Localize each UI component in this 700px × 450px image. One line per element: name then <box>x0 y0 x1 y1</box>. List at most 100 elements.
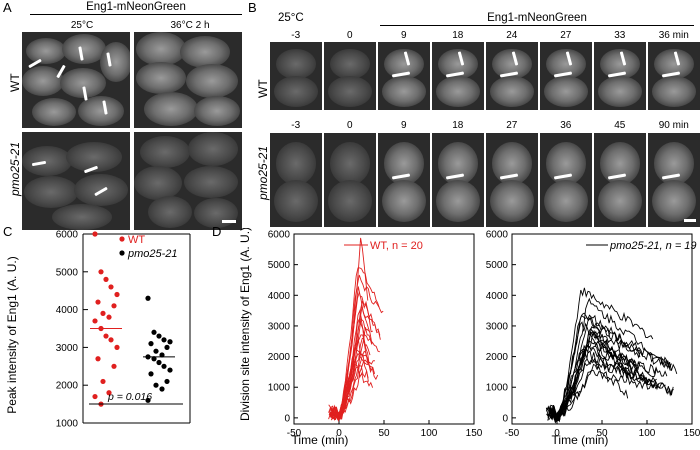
panel-b-mut-time-3: 18 <box>452 120 464 131</box>
panel-d-right-xlabel: Time (min) <box>552 433 609 447</box>
panel-b-title: Eng1-mNeonGreen <box>380 12 694 26</box>
panel-c-mut-point <box>151 329 157 335</box>
panel-d-right-xtick-label: -50 <box>505 428 520 439</box>
panel-d-right-trace <box>548 369 659 423</box>
panel-c-chart: Peak intensity of Eng1 (A. U.) 1000 2000 3… <box>5 230 191 430</box>
panel-a-title: Eng1-mNeonGreen <box>30 1 242 15</box>
panel-b-wt-frame-2 <box>378 42 430 110</box>
panel-d-left-ytick-label: 5000 <box>268 260 291 271</box>
panel-b-mut-frame-1 <box>324 133 376 227</box>
panel-b-mut-frame-5 <box>540 133 592 227</box>
panel-c-wt-point <box>100 378 106 385</box>
panel-d-right-trace <box>548 287 654 420</box>
scale-bar-b <box>684 219 696 222</box>
panel-c-mut-point <box>156 333 162 339</box>
panel-c-ytick-label: 3000 <box>56 343 79 354</box>
panel-c-wt-point <box>114 291 120 298</box>
panel-c-wt-point <box>103 276 109 282</box>
panel-c-wt-point <box>95 299 101 305</box>
panel-d-left-xtick-label: 0 <box>336 428 342 439</box>
panel-d-left-trace <box>330 286 381 423</box>
panel-c-mut-point <box>159 352 165 358</box>
panel-d-ylabel: Division site intensity of Eng1 (A. U.) <box>238 228 252 421</box>
panel-d-left-xtick-label: 50 <box>378 428 390 439</box>
panel-b-wt-time-0: -3 <box>291 30 301 41</box>
panel-d-legend-mut-label: pmo25-21, n = 19 <box>609 240 697 252</box>
panel-c-wt-point <box>111 363 117 369</box>
panel-b-wt-time-3: 18 <box>452 30 464 41</box>
panel-d-right-xtick-label: 50 <box>596 428 608 439</box>
panel-c-legend-wt-marker <box>119 236 125 242</box>
panel-d-right-ytick-label: 4000 <box>486 291 509 302</box>
panel-c-mut-point <box>167 367 173 373</box>
panel-c-mut-point <box>145 397 151 403</box>
panel-d-legend-wt: WT, n = 20 <box>370 240 423 252</box>
panel-c-mut-point <box>167 339 173 345</box>
panel-d-right-ytick-label: 3000 <box>486 321 509 332</box>
panel-d-left-xtick-label: 100 <box>421 428 438 439</box>
panel-a-col-36: 36°C 2 h <box>170 20 210 31</box>
panel-c-wt-point <box>106 314 112 320</box>
panel-c-wt-point <box>98 269 104 275</box>
panel-a-letter: A <box>3 0 12 15</box>
panel-b-wt-frame-1 <box>324 42 376 110</box>
panel-c-wt-point <box>92 231 98 237</box>
panel-d-left-ytick-label: 2000 <box>268 352 291 363</box>
panel-a-col-25: 25°C <box>70 20 94 31</box>
panel-b-wt-frame-7 <box>648 42 700 110</box>
panel-c-legend-mut: pmo25-21 <box>127 248 178 260</box>
panel-d-right-trace <box>548 358 674 421</box>
panel-c-wt-point <box>92 318 98 324</box>
scale-bar-a <box>222 220 236 223</box>
panel-c-wt-point <box>95 356 101 362</box>
panel-d-right-xtick-label: 100 <box>639 428 656 439</box>
panel-c-ytick-label: 6000 <box>56 230 79 241</box>
panel-b-wt-time-1: 0 <box>346 30 353 41</box>
panel-c-mut-point <box>145 295 151 301</box>
panel-b-wt-time-5: 27 <box>560 30 572 41</box>
panel-c-mut-point <box>148 341 154 347</box>
panel-d-left-xtick-label: -50 <box>287 428 302 439</box>
micrograph-a-mut-36 <box>134 132 242 230</box>
panel-c-ytick-label: 4000 <box>56 305 79 316</box>
panel-d-right-trace <box>545 344 668 423</box>
panel-c-mut-point <box>161 337 167 343</box>
panel-c-ytick-label: 1000 <box>56 419 79 430</box>
panel-b-mut-frame-6 <box>594 133 646 227</box>
panel-c-mut-point <box>153 382 159 388</box>
panel-b-wt-time-7: 36 min <box>658 30 689 41</box>
panel-d-left-ytick-label: 6000 <box>268 230 291 241</box>
panel-d-right-ytick-label: 1000 <box>486 383 509 394</box>
panel-b-mut-frame-7 <box>648 133 700 227</box>
panel-c-wt-point <box>114 344 120 350</box>
panel-d-left-trace <box>330 366 374 420</box>
panel-d-right-xtick-label: 0 <box>554 428 560 439</box>
panel-b-row-wt: WT <box>256 79 270 98</box>
panel-c-wt-point <box>106 390 112 396</box>
panel-b-mut-time-5: 36 <box>560 120 572 131</box>
panel-c-mut-point <box>164 344 170 350</box>
panel-c-legend-mut-marker <box>119 250 125 256</box>
panel-d-left-frame <box>293 233 475 425</box>
panel-c-mut-point <box>164 378 170 385</box>
panel-d-chart: Division site intensity of Eng1 (A. U.) … <box>238 228 700 447</box>
panel-b-wt-time-4: 24 <box>506 30 518 41</box>
panel-b-wt-frame-6 <box>594 42 646 110</box>
panel-d-left-ytick-label: 4000 <box>268 291 291 302</box>
panel-d-right-ytick-label: 2000 <box>486 352 509 363</box>
panel-d-left-ytick-label: 3000 <box>268 321 291 332</box>
panel-d-right-trace <box>548 344 657 419</box>
panel-d-left-xlabel: Time (min) <box>292 433 349 447</box>
panel-b-wt-frame-5 <box>540 42 592 110</box>
panel-b-temp: 25°C <box>278 12 304 24</box>
panel-c-mut-point <box>161 363 167 369</box>
panel-d-right-trace <box>548 363 629 421</box>
panel-b-mut-frame-0 <box>270 133 322 227</box>
panel-c-ytick-label: 5000 <box>56 267 79 278</box>
panel-c-ylabel: Peak intensity of Eng1 (A. U.) <box>5 256 19 413</box>
panel-d-left-ytick-label: 0 <box>284 413 290 424</box>
panel-c-legend-wt: WT <box>128 234 145 246</box>
panel-c-mut-point <box>156 359 162 366</box>
panel-c-mut-point <box>153 348 159 354</box>
panel-c-wt-point <box>108 337 114 343</box>
